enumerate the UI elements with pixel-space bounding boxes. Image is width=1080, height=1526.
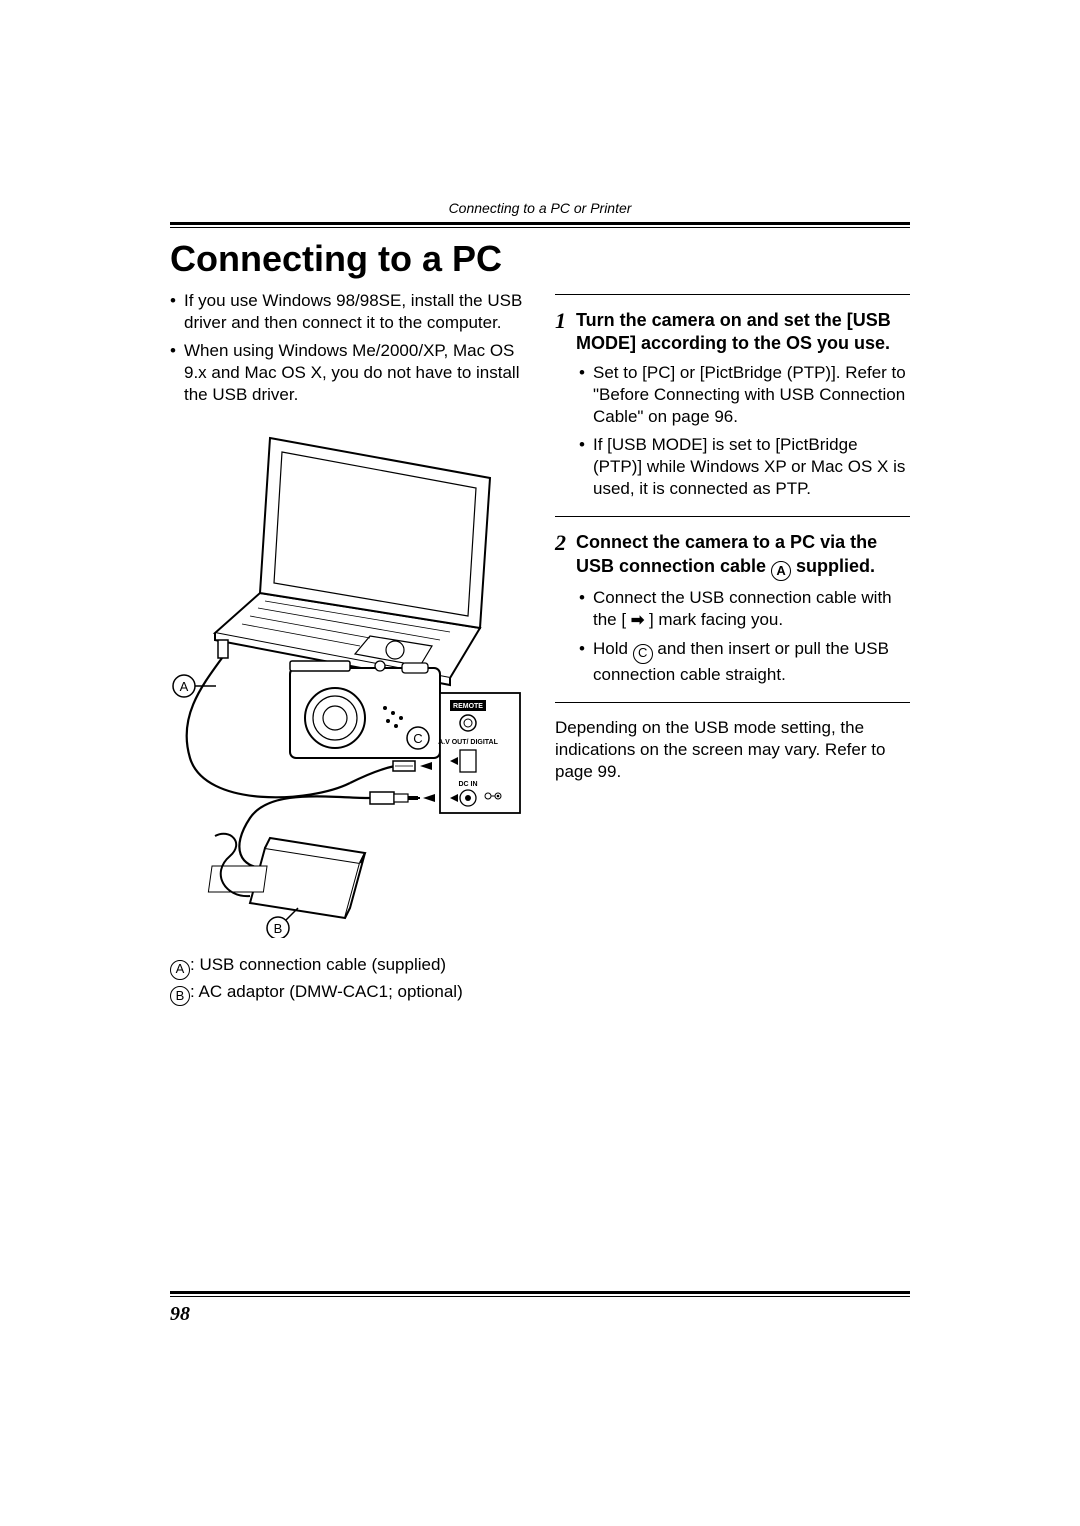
arrow-icon: ➡ [631,611,644,632]
callout-b: B [267,908,298,938]
right-column: 1 Turn the camera on and set the [USB MO… [555,290,910,1006]
legend-b-text: : AC adaptor (DMW-CAC1; optional) [190,982,463,1001]
footer-rule [170,1291,910,1297]
page-footer: 98 [170,1291,910,1326]
step-number: 1 [555,309,566,333]
dc-plug-icon [370,792,435,804]
diagram-svg: A [170,418,525,938]
figure-legend: A: USB connection cable (supplied) B: AC… [170,953,525,1006]
legend-item: A: USB connection cable (supplied) [170,953,525,979]
divider [555,294,910,295]
callout-c: C [407,727,429,749]
circ-c-inline: C [633,644,653,664]
step-1-bullet: If [USB MODE] is set to [PictBridge (PTP… [579,434,910,500]
laptop-icon [215,438,490,685]
intro-bullet: When using Windows Me/2000/XP, Mac OS 9.… [170,340,525,406]
header-breadcrumb: Connecting to a PC or Printer [170,200,910,216]
content-columns: If you use Windows 98/98SE, install the … [170,290,910,1006]
bullet-text: ] mark facing you. [644,610,783,629]
step-1-bullet: Set to [PC] or [PictBridge (PTP)]. Refer… [579,362,910,428]
closing-paragraph: Depending on the USB mode setting, the i… [555,717,910,783]
callout-a-text: A [180,679,189,694]
page-number: 98 [170,1303,910,1326]
step-2-title-post: supplied. [791,556,875,576]
step-title: Turn the camera on and set the [USB MODE… [576,309,910,356]
step-2-title: Connect the camera to a PC via the USB c… [576,531,910,581]
step-2-title-circ: A [771,561,791,581]
step-2-bullet: Hold C and then insert or pull the USB c… [579,638,910,686]
intro-bullet: If you use Windows 98/98SE, install the … [170,290,525,334]
bullet-text: Hold [593,639,633,658]
callout-b-text: B [274,921,283,936]
step-1-bullets: Set to [PC] or [PictBridge (PTP)]. Refer… [579,362,910,501]
step-1: 1 Turn the camera on and set the [USB MO… [555,309,910,500]
header-rule [170,222,910,228]
divider [555,702,910,703]
legend-item: B: AC adaptor (DMW-CAC1; optional) [170,980,525,1006]
divider [555,516,910,517]
manual-page: Connecting to a PC or Printer Connecting… [0,0,1080,1526]
port-panel: REMOTE A.V OUT/ DIGITAL DC IN [438,693,520,813]
port-label-remote: REMOTE [453,703,483,710]
callout-c-text: C [413,731,422,746]
legend-a-text: : USB connection cable (supplied) [190,955,446,974]
step-2-bullets: Connect the USB connection cable with th… [579,587,910,685]
callout-a: A [173,675,216,697]
legend-a-badge: A [170,960,190,980]
ac-adaptor-icon [208,797,370,919]
intro-bullets: If you use Windows 98/98SE, install the … [170,290,525,406]
step-2: 2 Connect the camera to a PC via the USB… [555,531,910,685]
page-title: Connecting to a PC [170,238,910,280]
legend-b-badge: B [170,986,190,1006]
left-column: If you use Windows 98/98SE, install the … [170,290,525,1006]
connection-diagram: A [170,418,525,943]
step-2-bullet: Connect the USB connection cable with th… [579,587,910,632]
port-label-avout: A.V OUT/ DIGITAL [438,739,498,746]
step-number: 2 [555,531,566,555]
port-label-dcin: DC IN [458,781,477,788]
